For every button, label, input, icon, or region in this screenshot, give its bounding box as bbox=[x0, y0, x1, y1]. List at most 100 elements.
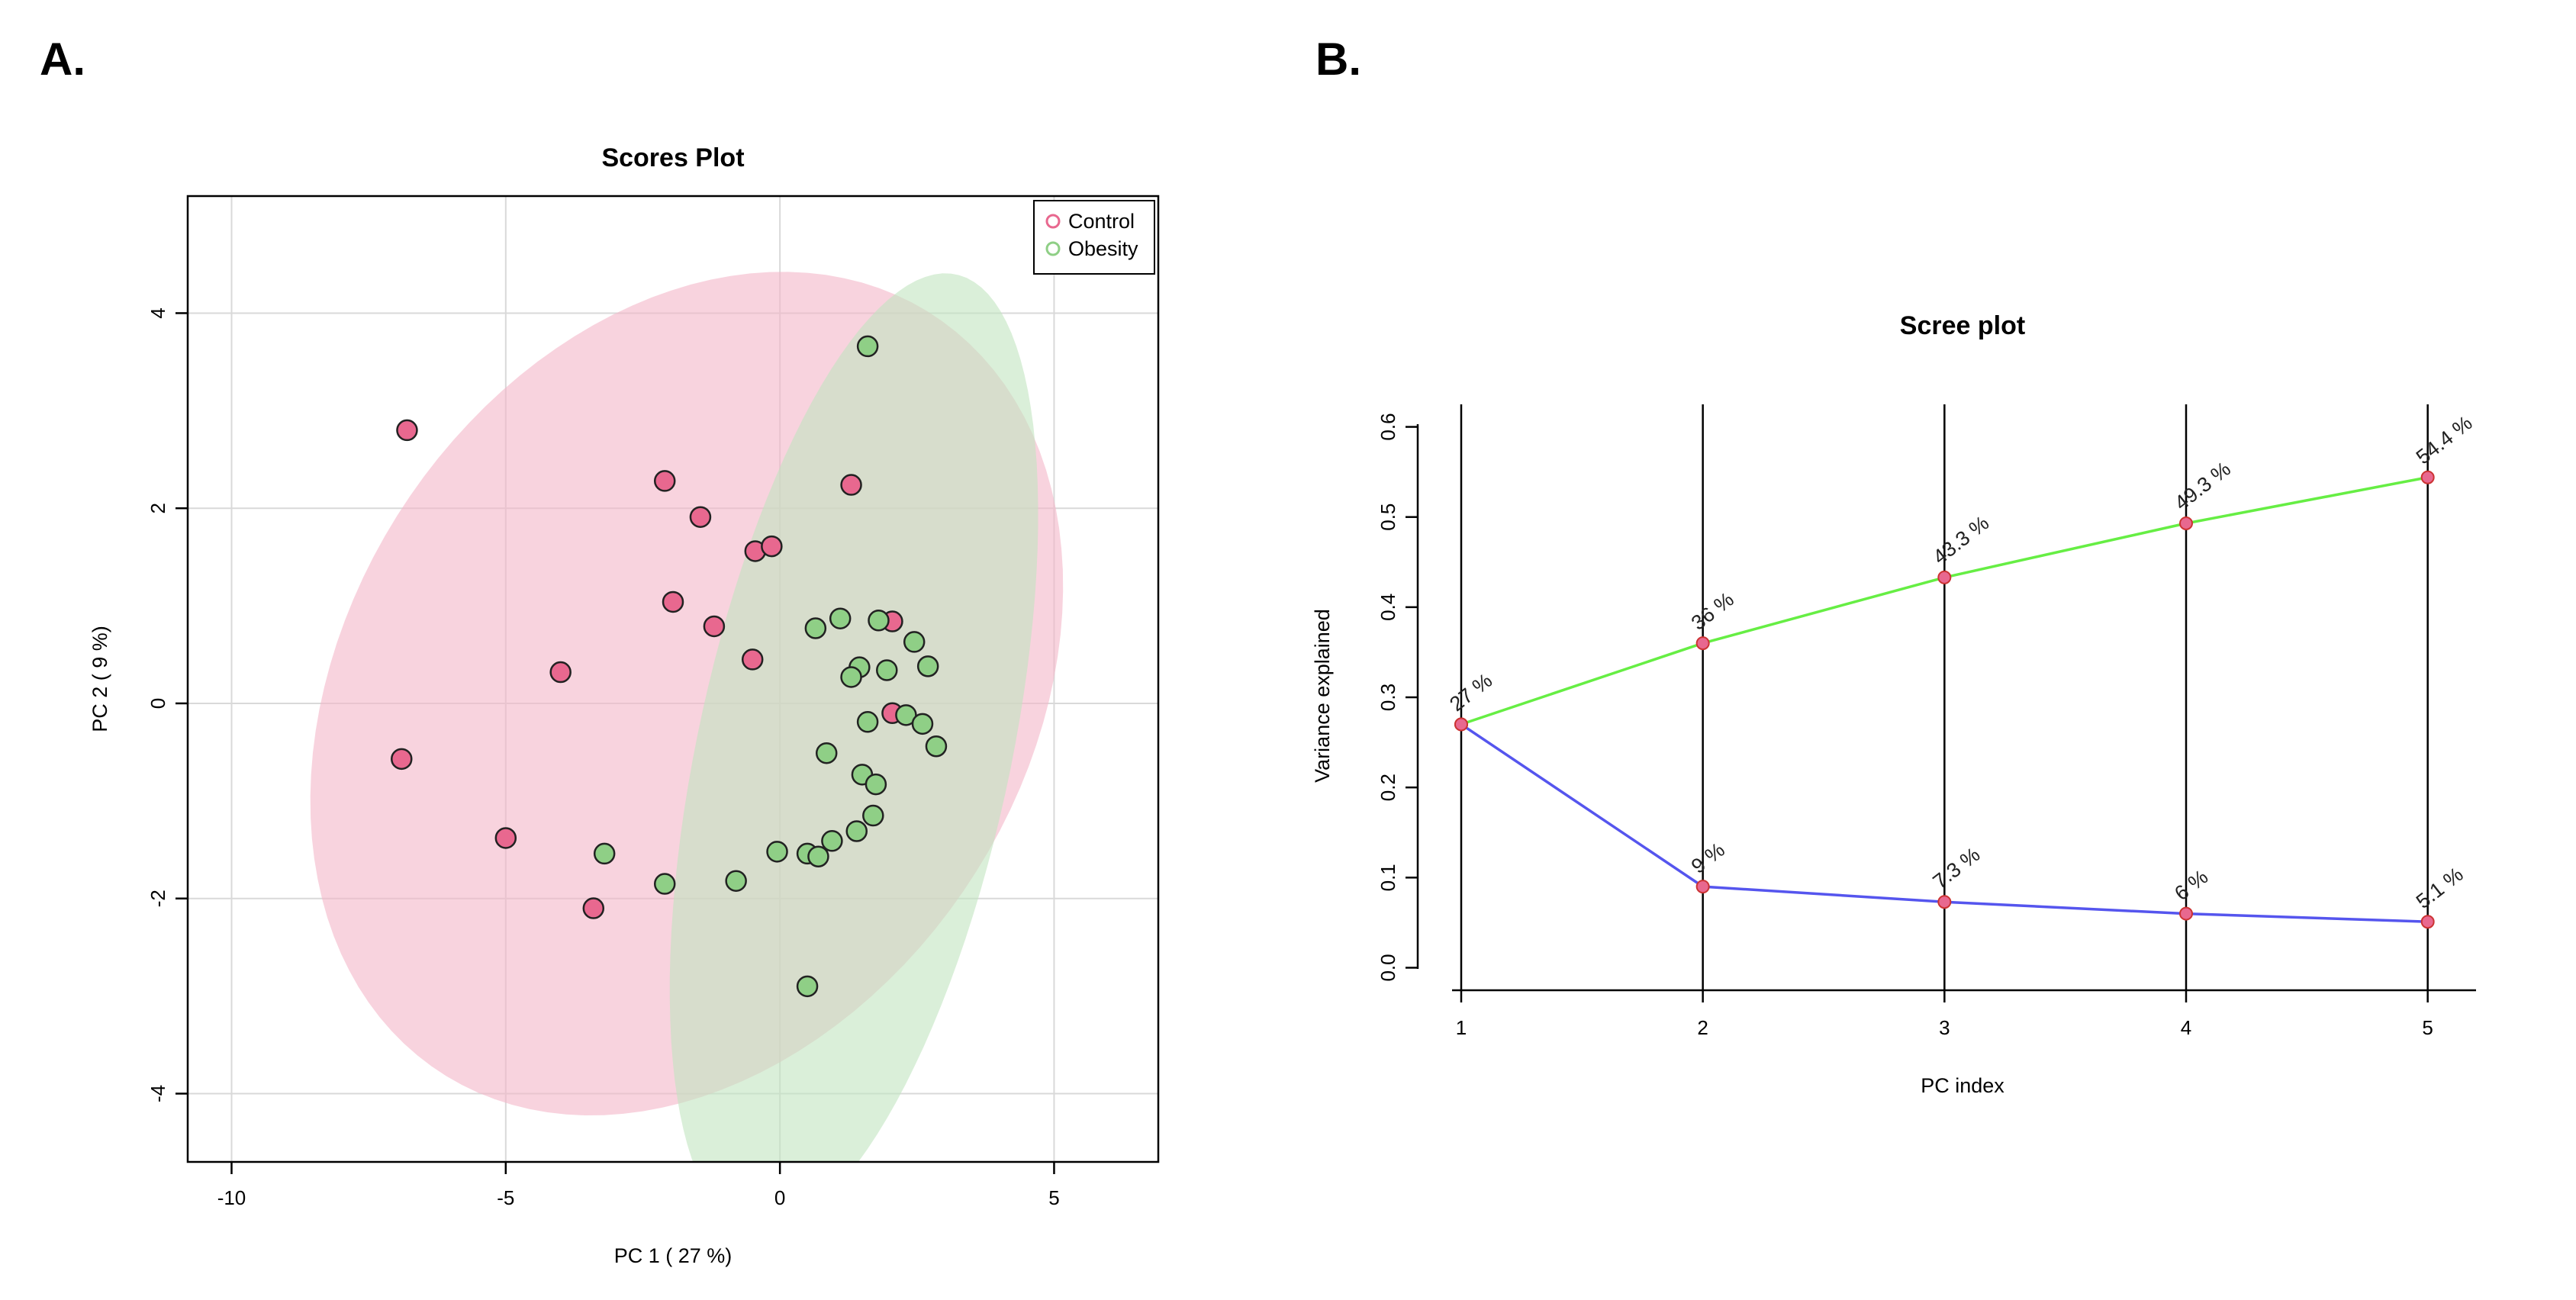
scores-points bbox=[391, 335, 948, 998]
point-obesity-3 bbox=[868, 610, 890, 632]
point-control-0 bbox=[396, 419, 418, 442]
point-cumulative-5 bbox=[2420, 470, 2435, 484]
y-tick-label-0: 0.0 bbox=[1377, 954, 1399, 981]
y-tick-label-4: 0.4 bbox=[1377, 594, 1399, 621]
scores-plot-frame bbox=[186, 195, 1160, 1163]
point-individual-5 bbox=[2420, 915, 2435, 929]
scores-plot-title: Scores Plot bbox=[601, 143, 744, 172]
scores-legend: Control Obesity bbox=[1033, 200, 1155, 275]
point-control-4 bbox=[582, 897, 605, 919]
point-obesity-8 bbox=[916, 655, 939, 677]
label-cumulative-4: 49.3 % bbox=[2170, 457, 2235, 514]
y-tick-label-6: 0.6 bbox=[1377, 413, 1399, 440]
y-tick-label-1: -2 bbox=[147, 890, 169, 907]
label-individual-4: 6 % bbox=[2170, 865, 2212, 905]
point-control-1 bbox=[391, 748, 413, 771]
point-obesity-23 bbox=[653, 873, 676, 895]
scree-points bbox=[1454, 470, 2435, 929]
x-tick-label-0: -10 bbox=[217, 1186, 246, 1209]
legend-control-marker bbox=[1045, 214, 1061, 229]
point-control-12 bbox=[840, 474, 862, 496]
label-cumulative-3: 43.3 % bbox=[1929, 511, 1994, 568]
scree-data-labels: 27 % 36 % 43.3 % 49.3 % 54.4 % 9 % 7.3 % 6 % 5.1… bbox=[1445, 411, 2476, 913]
y-tick-label-2: 0 bbox=[147, 698, 169, 709]
scree-plot-panel: B. Scree plot 27 %36 %43.3 %49.3 %54.4 %… bbox=[1311, 34, 2477, 1097]
point-obesity-9 bbox=[856, 711, 879, 733]
point-obesity-22 bbox=[725, 870, 747, 892]
point-obesity-4 bbox=[903, 631, 926, 653]
x-tick-label-3: 4 bbox=[2181, 1016, 2191, 1039]
legend-obesity-marker bbox=[1045, 241, 1061, 256]
point-obesity-21 bbox=[807, 845, 829, 867]
scores-x-axis-label: PC 1 ( 27 %) bbox=[614, 1244, 733, 1267]
x-tick-label-1: -5 bbox=[497, 1186, 514, 1209]
x-tick-label-1: 2 bbox=[1697, 1016, 1708, 1039]
scores-x-axis-ticks: -10 -5 0 5 bbox=[217, 1162, 1060, 1209]
scree-x-axis-ticks: 1 2 3 4 5 bbox=[1456, 990, 2433, 1039]
confidence-ellipses bbox=[310, 272, 1064, 1162]
point-obesity-24 bbox=[593, 842, 616, 865]
point-obesity-2 bbox=[829, 607, 852, 629]
point-obesity-19 bbox=[766, 841, 788, 863]
legend-box bbox=[1033, 200, 1155, 275]
scores-y-axis-ticks: -4 -2 0 2 4 bbox=[147, 307, 188, 1102]
label-cumulative-1: 27 % bbox=[1445, 669, 1496, 716]
y-tick-label-5: 0.5 bbox=[1377, 504, 1399, 531]
point-cumulative-3 bbox=[1937, 570, 1952, 584]
point-individual-4 bbox=[2179, 906, 2193, 921]
point-obesity-11 bbox=[911, 713, 934, 735]
x-tick-label-2: 0 bbox=[774, 1186, 785, 1209]
point-obesity-12 bbox=[925, 735, 948, 758]
y-tick-label-2: 0.2 bbox=[1377, 774, 1399, 801]
point-control-6 bbox=[662, 590, 684, 613]
label-cumulative-2: 36 % bbox=[1687, 587, 1738, 635]
point-obesity-1 bbox=[804, 617, 827, 639]
legend-control-label: Control bbox=[1068, 210, 1135, 233]
panel-b-label: B. bbox=[1315, 34, 1361, 85]
y-tick-label-3: 0.3 bbox=[1377, 684, 1399, 711]
point-control-8 bbox=[703, 615, 726, 638]
x-tick-label-0: 1 bbox=[1456, 1016, 1467, 1039]
point-obesity-17 bbox=[845, 820, 868, 842]
y-tick-label-4: 4 bbox=[147, 307, 169, 318]
label-individual-5: 5.1 % bbox=[2412, 863, 2468, 913]
point-obesity-15 bbox=[865, 773, 887, 796]
point-obesity-0 bbox=[856, 335, 879, 358]
point-control-5 bbox=[653, 470, 676, 492]
point-obesity-18 bbox=[821, 830, 843, 852]
label-cumulative-5: 54.4 % bbox=[2412, 411, 2477, 468]
point-obesity-25 bbox=[796, 975, 819, 998]
point-individual-3 bbox=[1937, 895, 1952, 909]
point-obesity-13 bbox=[815, 742, 838, 764]
scree-x-axis-label: PC index bbox=[1921, 1074, 2004, 1097]
y-tick-label-0: -4 bbox=[147, 1085, 169, 1102]
point-control-9 bbox=[741, 648, 764, 671]
scores-y-axis-label: PC 2 ( 9 %) bbox=[89, 626, 111, 732]
point-cumulative-4 bbox=[2179, 516, 2193, 530]
scree-plot-title: Scree plot bbox=[1900, 311, 2025, 340]
scores-plot-panel: A. Scores Plot -10 -5 0 5 -4 -2 0 2 4 PC 1 ( 27… bbox=[40, 34, 1160, 1267]
panel-a-label: A. bbox=[40, 34, 85, 85]
scree-y-axis-ticks: 0.0 0.1 0.2 0.3 0.4 0.5 0.6 bbox=[1377, 413, 1418, 982]
point-control-11 bbox=[761, 535, 783, 558]
point-control-3 bbox=[549, 661, 572, 684]
label-individual-3: 7.3 % bbox=[1929, 843, 1985, 893]
point-obesity-16 bbox=[862, 804, 884, 827]
x-tick-label-2: 3 bbox=[1939, 1016, 1950, 1039]
legend-obesity-label: Obesity bbox=[1068, 237, 1138, 260]
x-tick-label-4: 5 bbox=[2422, 1016, 2433, 1039]
y-tick-label-3: 2 bbox=[147, 503, 169, 513]
point-obesity-10 bbox=[895, 704, 917, 726]
x-tick-label-3: 5 bbox=[1048, 1186, 1059, 1209]
ellipse-obesity bbox=[669, 273, 1038, 1162]
point-control-7 bbox=[689, 506, 712, 528]
point-obesity-7 bbox=[876, 659, 898, 681]
point-control-2 bbox=[494, 827, 517, 849]
point-individual-2 bbox=[1695, 880, 1710, 894]
scree-y-axis-label: Variance explained bbox=[1311, 609, 1334, 783]
label-individual-2: 9 % bbox=[1687, 838, 1729, 878]
y-tick-label-1: 0.1 bbox=[1377, 864, 1399, 891]
point-cumulative-2 bbox=[1695, 636, 1710, 651]
point-individual-1 bbox=[1454, 717, 1468, 732]
